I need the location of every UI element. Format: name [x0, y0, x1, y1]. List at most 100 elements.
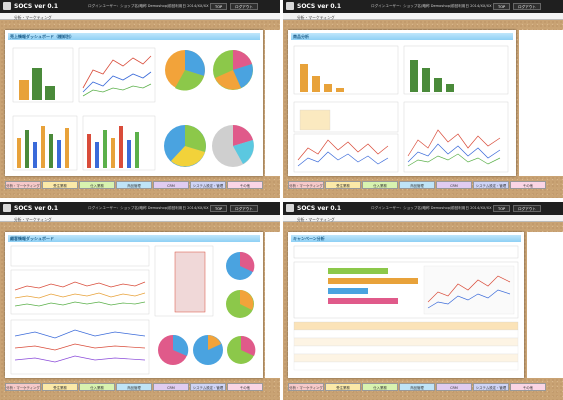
- tab-other[interactable]: その他: [510, 383, 546, 391]
- top-bar: SOCS ver 0.1 ログインユーザー: ショップ名(略称 Demoshop…: [283, 0, 563, 13]
- top-bar: SOCS ver 0.1 ログインユーザー: ショップ名(略称 Demoshop…: [283, 202, 563, 215]
- pie-slice: [171, 146, 205, 167]
- tab-orders[interactable]: 受注業務: [325, 181, 361, 189]
- tab-crm[interactable]: CRM: [153, 181, 189, 189]
- pie-slice: [173, 334, 189, 356]
- tab-analysis[interactable]: 分析・マーケティング: [288, 181, 324, 189]
- section-bar: 分析・マーケティング: [0, 13, 280, 20]
- series-line: [82, 71, 152, 93]
- top-button[interactable]: TOP: [210, 205, 228, 212]
- logout-button[interactable]: ログアウト: [230, 205, 258, 212]
- tab-products[interactable]: 商品管理: [399, 181, 435, 189]
- tab-system[interactable]: システム設定・管理: [473, 383, 509, 391]
- table-header: [293, 321, 519, 331]
- bar: [127, 140, 131, 168]
- tab-purchasing[interactable]: 仕入業務: [362, 181, 398, 189]
- highlight-box: [174, 251, 206, 313]
- bar: [300, 64, 308, 92]
- tab-crm[interactable]: CRM: [436, 383, 472, 391]
- filter-sidebar: [265, 232, 280, 378]
- tab-purchasing[interactable]: 仕入業務: [79, 181, 115, 189]
- page-title: 商品分析: [291, 33, 513, 40]
- bar: [324, 84, 332, 92]
- logout-button[interactable]: ログアウト: [513, 3, 541, 10]
- filter-box[interactable]: [10, 245, 150, 267]
- series-line: [14, 329, 146, 339]
- logout-button[interactable]: ログアウト: [513, 205, 541, 212]
- pie-slice: [240, 251, 255, 272]
- filter-sidebar: [527, 232, 563, 378]
- section-title: 分析・マーケティング: [14, 14, 52, 20]
- section-bar: 分析・マーケティング: [0, 215, 280, 222]
- series-line: [407, 129, 501, 157]
- tab-products[interactable]: 商品管理: [399, 383, 435, 391]
- tab-analysis[interactable]: 分析・マーケティング: [288, 383, 324, 391]
- dashboard-board: 顧客情報ダッシュボード: [5, 232, 263, 378]
- series-line: [407, 153, 501, 167]
- tab-other[interactable]: その他: [510, 181, 546, 189]
- tab-purchasing[interactable]: 仕入業務: [362, 383, 398, 391]
- series-line: [82, 55, 152, 89]
- series-line: [427, 289, 511, 309]
- top-button[interactable]: TOP: [493, 3, 511, 10]
- dashboard-charts: [293, 245, 519, 371]
- app-logo-icon: [3, 2, 11, 10]
- tab-crm[interactable]: CRM: [153, 383, 189, 391]
- app-name: SOCS ver 0.1: [297, 205, 342, 212]
- bar: [33, 142, 37, 168]
- bar: [65, 128, 69, 168]
- bar: [87, 134, 91, 168]
- tab-orders[interactable]: 受注業務: [42, 181, 78, 189]
- bar: [328, 298, 398, 304]
- series-line: [297, 139, 389, 161]
- panel-sales-dashboard: SOCS ver 0.1 ログインユーザー: ショップ名(略称 Demoshop…: [0, 0, 280, 198]
- series-line: [297, 151, 389, 167]
- chart-frame: [293, 133, 399, 173]
- shop-label: ショップ名(略称 Demoshop): [120, 206, 169, 210]
- tab-products[interactable]: 商品管理: [116, 383, 152, 391]
- top-button[interactable]: TOP: [210, 3, 228, 10]
- tab-analysis[interactable]: 分析・マーケティング: [5, 181, 41, 189]
- section-title: 分析・マーケティング: [297, 216, 335, 222]
- bar: [135, 132, 139, 168]
- shop-label: ショップ名(略称 Demoshop): [403, 206, 452, 210]
- page-title: 顧客情報ダッシュボード: [8, 235, 260, 242]
- tab-crm[interactable]: CRM: [436, 181, 472, 189]
- dashboard-board: 売上情報ダッシュボード（棚卸別）: [5, 30, 263, 176]
- bar: [119, 126, 123, 168]
- pie-slice: [233, 64, 253, 88]
- tab-orders[interactable]: 受注業務: [325, 383, 361, 391]
- shop-label: ショップ名(略称 Demoshop): [120, 4, 169, 8]
- filter-sidebar: [519, 30, 563, 176]
- section-title: 分析・マーケティング: [14, 216, 52, 222]
- pie-slice: [240, 290, 254, 310]
- tab-system[interactable]: システム設定・管理: [473, 181, 509, 189]
- bar: [410, 60, 418, 92]
- user-label: ログインユーザー:: [371, 4, 401, 8]
- bar: [32, 68, 42, 100]
- top-button[interactable]: TOP: [493, 205, 511, 212]
- chart-frame: [403, 45, 509, 95]
- tab-bar: 分析・マーケティング 受注業務 仕入業務 商品管理 CRM システム設定・管理 …: [5, 181, 263, 191]
- tab-products[interactable]: 商品管理: [116, 181, 152, 189]
- tab-system[interactable]: システム設定・管理: [190, 383, 226, 391]
- dashboard-charts: [12, 47, 254, 171]
- logout-button[interactable]: ログアウト: [230, 3, 258, 10]
- shop-label: ショップ名(略称 Demoshop): [403, 4, 452, 8]
- dashboard-board: 商品分析: [288, 30, 516, 176]
- pie-slice: [208, 335, 221, 350]
- tab-system[interactable]: システム設定・管理: [190, 181, 226, 189]
- app-name: SOCS ver 0.1: [297, 3, 342, 10]
- tab-other[interactable]: その他: [227, 383, 263, 391]
- tab-orders[interactable]: 受注業務: [42, 383, 78, 391]
- filter-box[interactable]: [293, 245, 519, 259]
- bar: [312, 76, 320, 92]
- page-title: キャンペーン分析: [291, 235, 521, 242]
- tab-other[interactable]: その他: [227, 181, 263, 189]
- tab-bar: 分析・マーケティング 受注業務 仕入業務 商品管理 CRM システム設定・管理 …: [5, 383, 263, 393]
- tab-analysis[interactable]: 分析・マーケティング: [5, 383, 41, 391]
- tab-purchasing[interactable]: 仕入業務: [79, 383, 115, 391]
- chart-frame: [293, 45, 399, 95]
- bar: [328, 278, 418, 284]
- bar: [19, 80, 29, 100]
